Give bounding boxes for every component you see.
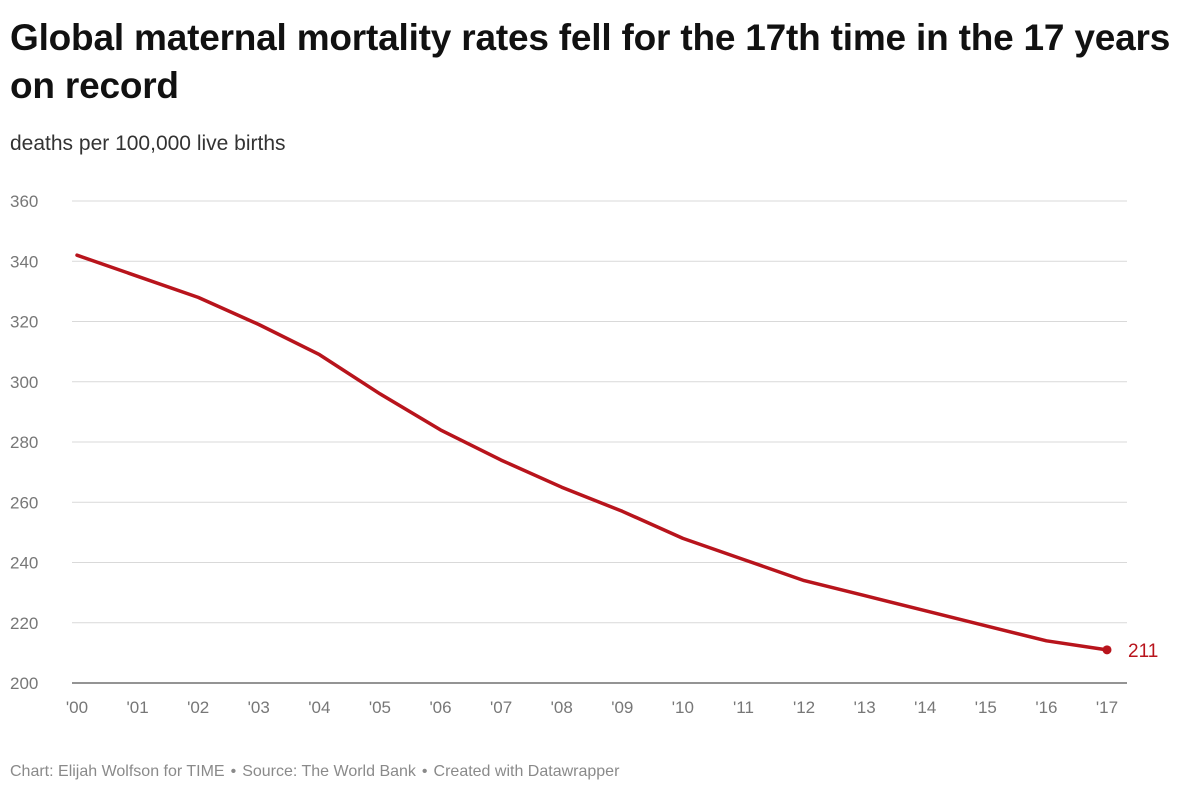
y-tick-label: 300 — [10, 373, 38, 392]
x-tick-label: '15 — [975, 698, 997, 717]
x-tick-label: '08 — [551, 698, 573, 717]
x-tick-label: '10 — [672, 698, 694, 717]
end-value-label: 211 — [1128, 641, 1158, 662]
x-tick-label: '04 — [308, 698, 330, 717]
x-tick-label: '16 — [1035, 698, 1057, 717]
gridlines — [72, 200, 1127, 684]
x-tick-label: '09 — [611, 698, 633, 717]
x-tick-label: '06 — [429, 698, 451, 717]
x-tick-label: '01 — [127, 698, 149, 717]
x-tick-label: '12 — [793, 698, 815, 717]
x-tick-label: '17 — [1096, 698, 1118, 717]
x-tick-label: '11 — [733, 698, 754, 717]
series: 211 — [75, 253, 1158, 662]
y-tick-label: 360 — [10, 192, 38, 211]
y-tick-label: 240 — [10, 554, 38, 573]
x-tick-label: '07 — [490, 698, 512, 717]
x-tick-label: '02 — [187, 698, 209, 717]
y-tick-label: 320 — [10, 313, 38, 332]
x-tick-label: '05 — [369, 698, 391, 717]
chart-tool-credit: Created with Datawrapper — [433, 763, 620, 780]
x-tick-label: '03 — [248, 698, 270, 717]
chart-credit: Chart: Elijah Wolfson for TIME — [10, 763, 225, 780]
y-tick-label: 280 — [10, 433, 38, 452]
y-axis: 360 340 320 300 280 260 240 220 200 — [10, 192, 38, 693]
x-tick-label: '14 — [914, 698, 936, 717]
footer-separator: • — [421, 763, 428, 780]
y-tick-label: 260 — [10, 493, 38, 512]
series-line — [75, 253, 1109, 652]
y-tick-label: 340 — [10, 252, 38, 271]
x-tick-label: '13 — [854, 698, 876, 717]
x-axis: '00 '01 '02 '03 '04 '05 '06 '07 '08 '09 '10 '11 '12 '… — [66, 698, 1118, 717]
y-tick-label: 220 — [10, 614, 38, 633]
end-point-dot — [1102, 645, 1112, 655]
chart-title: Global maternal mortality rates fell for… — [10, 17, 1171, 106]
y-tick-label: 200 — [10, 674, 38, 693]
x-tick-label: '00 — [66, 698, 88, 717]
chart-subtitle: deaths per 100,000 live births — [10, 132, 286, 155]
chart-source: Source: The World Bank — [242, 763, 416, 780]
chart-footer: Chart: Elijah Wolfson for TIME • Source: T… — [10, 763, 619, 781]
footer-separator: • — [230, 763, 237, 780]
